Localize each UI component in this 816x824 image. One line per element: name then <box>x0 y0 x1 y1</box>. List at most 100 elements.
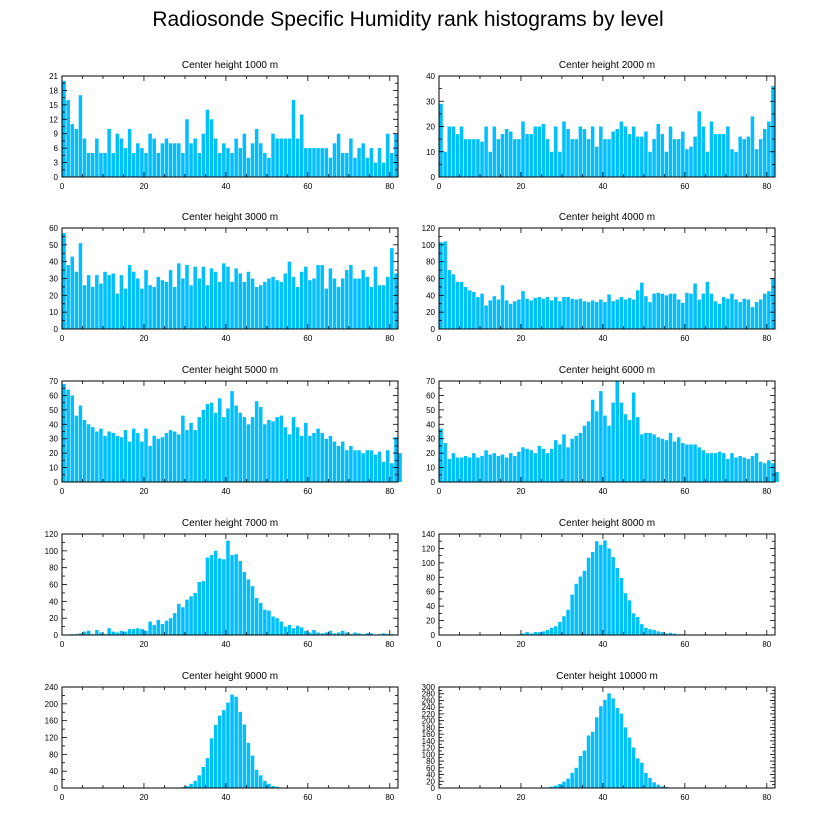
panel-1: Center height 1000 m 0 20 40 60 80 0 3 6 9 12 15 18 2… <box>49 60 399 191</box>
bar <box>562 121 566 177</box>
bar <box>345 152 349 177</box>
y-tick-label: 40 <box>426 72 435 81</box>
bar <box>611 402 615 482</box>
bar <box>627 419 632 482</box>
bar <box>672 633 677 635</box>
bar <box>332 633 337 635</box>
bar <box>234 554 238 635</box>
bar <box>271 133 275 177</box>
bar <box>222 143 226 177</box>
bar <box>148 285 152 329</box>
bar <box>304 630 308 635</box>
bar <box>201 133 206 177</box>
bar <box>668 432 673 482</box>
bar <box>258 143 263 177</box>
bar <box>107 628 111 635</box>
x-tick-label: 20 <box>139 334 148 343</box>
bar <box>160 624 165 635</box>
y-tick-label: 100 <box>422 241 436 250</box>
panel-title: Center height 5000 m <box>182 365 278 376</box>
bar <box>574 435 579 482</box>
bar <box>213 550 218 635</box>
bar <box>254 128 259 177</box>
bar <box>197 278 202 329</box>
bar <box>238 711 242 788</box>
bar <box>131 271 136 329</box>
x-tick-label: 80 <box>762 182 771 191</box>
bar <box>467 457 472 482</box>
bar <box>623 414 628 482</box>
bar <box>156 152 161 177</box>
plot-frame <box>61 686 399 789</box>
y-tick-label: 40 <box>426 420 435 429</box>
bar <box>172 431 177 482</box>
y-tick-label: 0 <box>431 631 436 640</box>
bar <box>566 129 570 177</box>
bar <box>115 133 120 177</box>
bar <box>533 453 538 482</box>
bar <box>455 457 460 482</box>
bar <box>234 268 238 329</box>
y-tick-label: 15 <box>49 101 58 110</box>
bar <box>763 463 767 482</box>
bar <box>349 138 353 177</box>
bar <box>168 143 173 177</box>
bar <box>283 626 288 635</box>
bar <box>537 126 542 177</box>
x-tick-label: 80 <box>385 182 394 191</box>
bar <box>242 281 247 329</box>
bar <box>156 619 161 635</box>
bar <box>312 629 316 635</box>
bar <box>353 450 357 482</box>
bar <box>148 133 152 177</box>
bar <box>734 457 738 482</box>
bar <box>607 548 611 635</box>
bar <box>222 263 226 329</box>
bar <box>230 281 234 329</box>
bar <box>345 270 349 329</box>
bar <box>185 119 189 177</box>
x-tick-label: 20 <box>516 640 525 649</box>
bar <box>263 152 267 177</box>
y-tick-label: 80 <box>426 757 435 766</box>
bar <box>287 624 292 635</box>
x-tick-label: 80 <box>762 334 771 343</box>
bar <box>513 301 517 329</box>
bar <box>377 285 382 329</box>
bar <box>226 702 230 788</box>
bar <box>521 447 525 482</box>
bar <box>517 139 521 178</box>
bar <box>599 544 603 635</box>
bar <box>398 453 402 482</box>
bar <box>238 148 242 177</box>
bar <box>558 444 562 482</box>
bar <box>480 141 484 177</box>
y-tick-label: 80 <box>49 564 58 573</box>
bar <box>455 134 460 177</box>
bar <box>758 299 763 329</box>
y-tick-label: 20 <box>426 123 435 132</box>
bar <box>615 567 619 635</box>
bar <box>123 288 128 329</box>
bar <box>631 126 636 177</box>
x-tick-label: 60 <box>680 640 689 649</box>
bar <box>218 281 222 329</box>
bar <box>451 126 456 177</box>
x-tick-label: 40 <box>221 334 230 343</box>
bar <box>607 425 611 482</box>
bar <box>611 131 615 177</box>
bar <box>631 299 636 329</box>
bar <box>152 624 156 635</box>
bar <box>443 443 447 482</box>
bar <box>201 266 206 329</box>
bar <box>648 302 652 329</box>
x-tick-label: 40 <box>221 487 230 496</box>
bar <box>82 631 87 635</box>
bar <box>480 456 484 482</box>
panel-title: Center height 4000 m <box>559 212 655 223</box>
bar <box>660 632 665 635</box>
bar <box>459 281 464 329</box>
bar <box>291 417 296 482</box>
bar <box>685 149 689 177</box>
